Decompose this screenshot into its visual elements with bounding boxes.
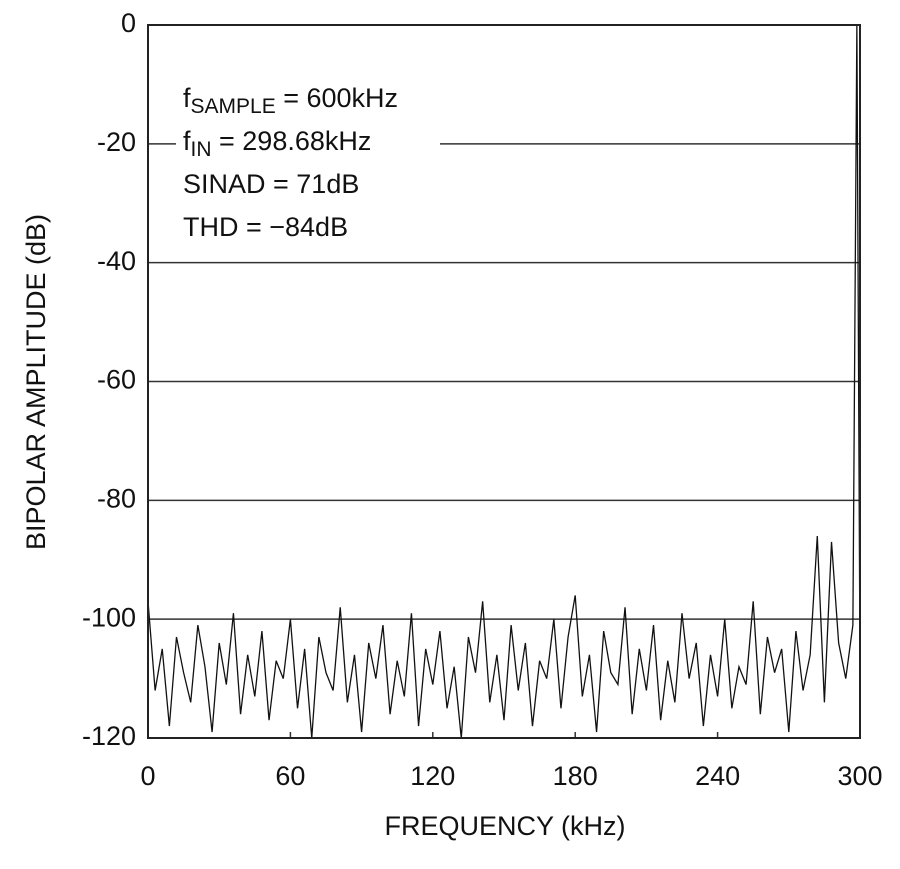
y-tick-label: 0 [121,8,136,38]
annotation-part: SINAD = 71dB [183,169,359,199]
y-tick-label: -20 [97,127,136,157]
x-tick-label: 0 [140,761,155,791]
y-tick-label: -40 [97,246,136,276]
x-tick-label: 300 [837,761,882,791]
y-tick-label: -80 [97,483,136,513]
x-axis-label: FREQUENCY (kHz) [384,811,625,841]
annotation-part: SAMPLE [191,95,276,118]
annotation-part: = 600kHz [276,83,398,113]
annotation-part: f [183,126,191,156]
plot-frame [147,24,861,739]
annotation-part: IN [191,138,212,161]
annotation: fIN = 298.68kHz [183,126,371,160]
annotation-bg [176,78,440,248]
y-tick-label: -120 [82,721,136,751]
x-tick-label: 180 [553,761,598,791]
y-axis-label: BIPOLAR AMPLITUDE (dB) [21,214,51,550]
x-tick-label: 120 [410,761,455,791]
annotation: SINAD = 71dB [183,169,359,199]
x-tick-label: 240 [695,761,740,791]
y-tick-label: -100 [82,602,136,632]
annotation-part: f [183,83,191,113]
annotation-part: = 298.68kHz [212,126,372,156]
data-line [147,24,861,739]
y-tick-label: -60 [97,365,136,395]
annotation: THD = −84dB [183,212,348,242]
annotation: fSAMPLE = 600kHz [183,83,398,117]
x-tick-label: 60 [275,761,305,791]
annotation-part: THD = −84dB [183,212,348,242]
